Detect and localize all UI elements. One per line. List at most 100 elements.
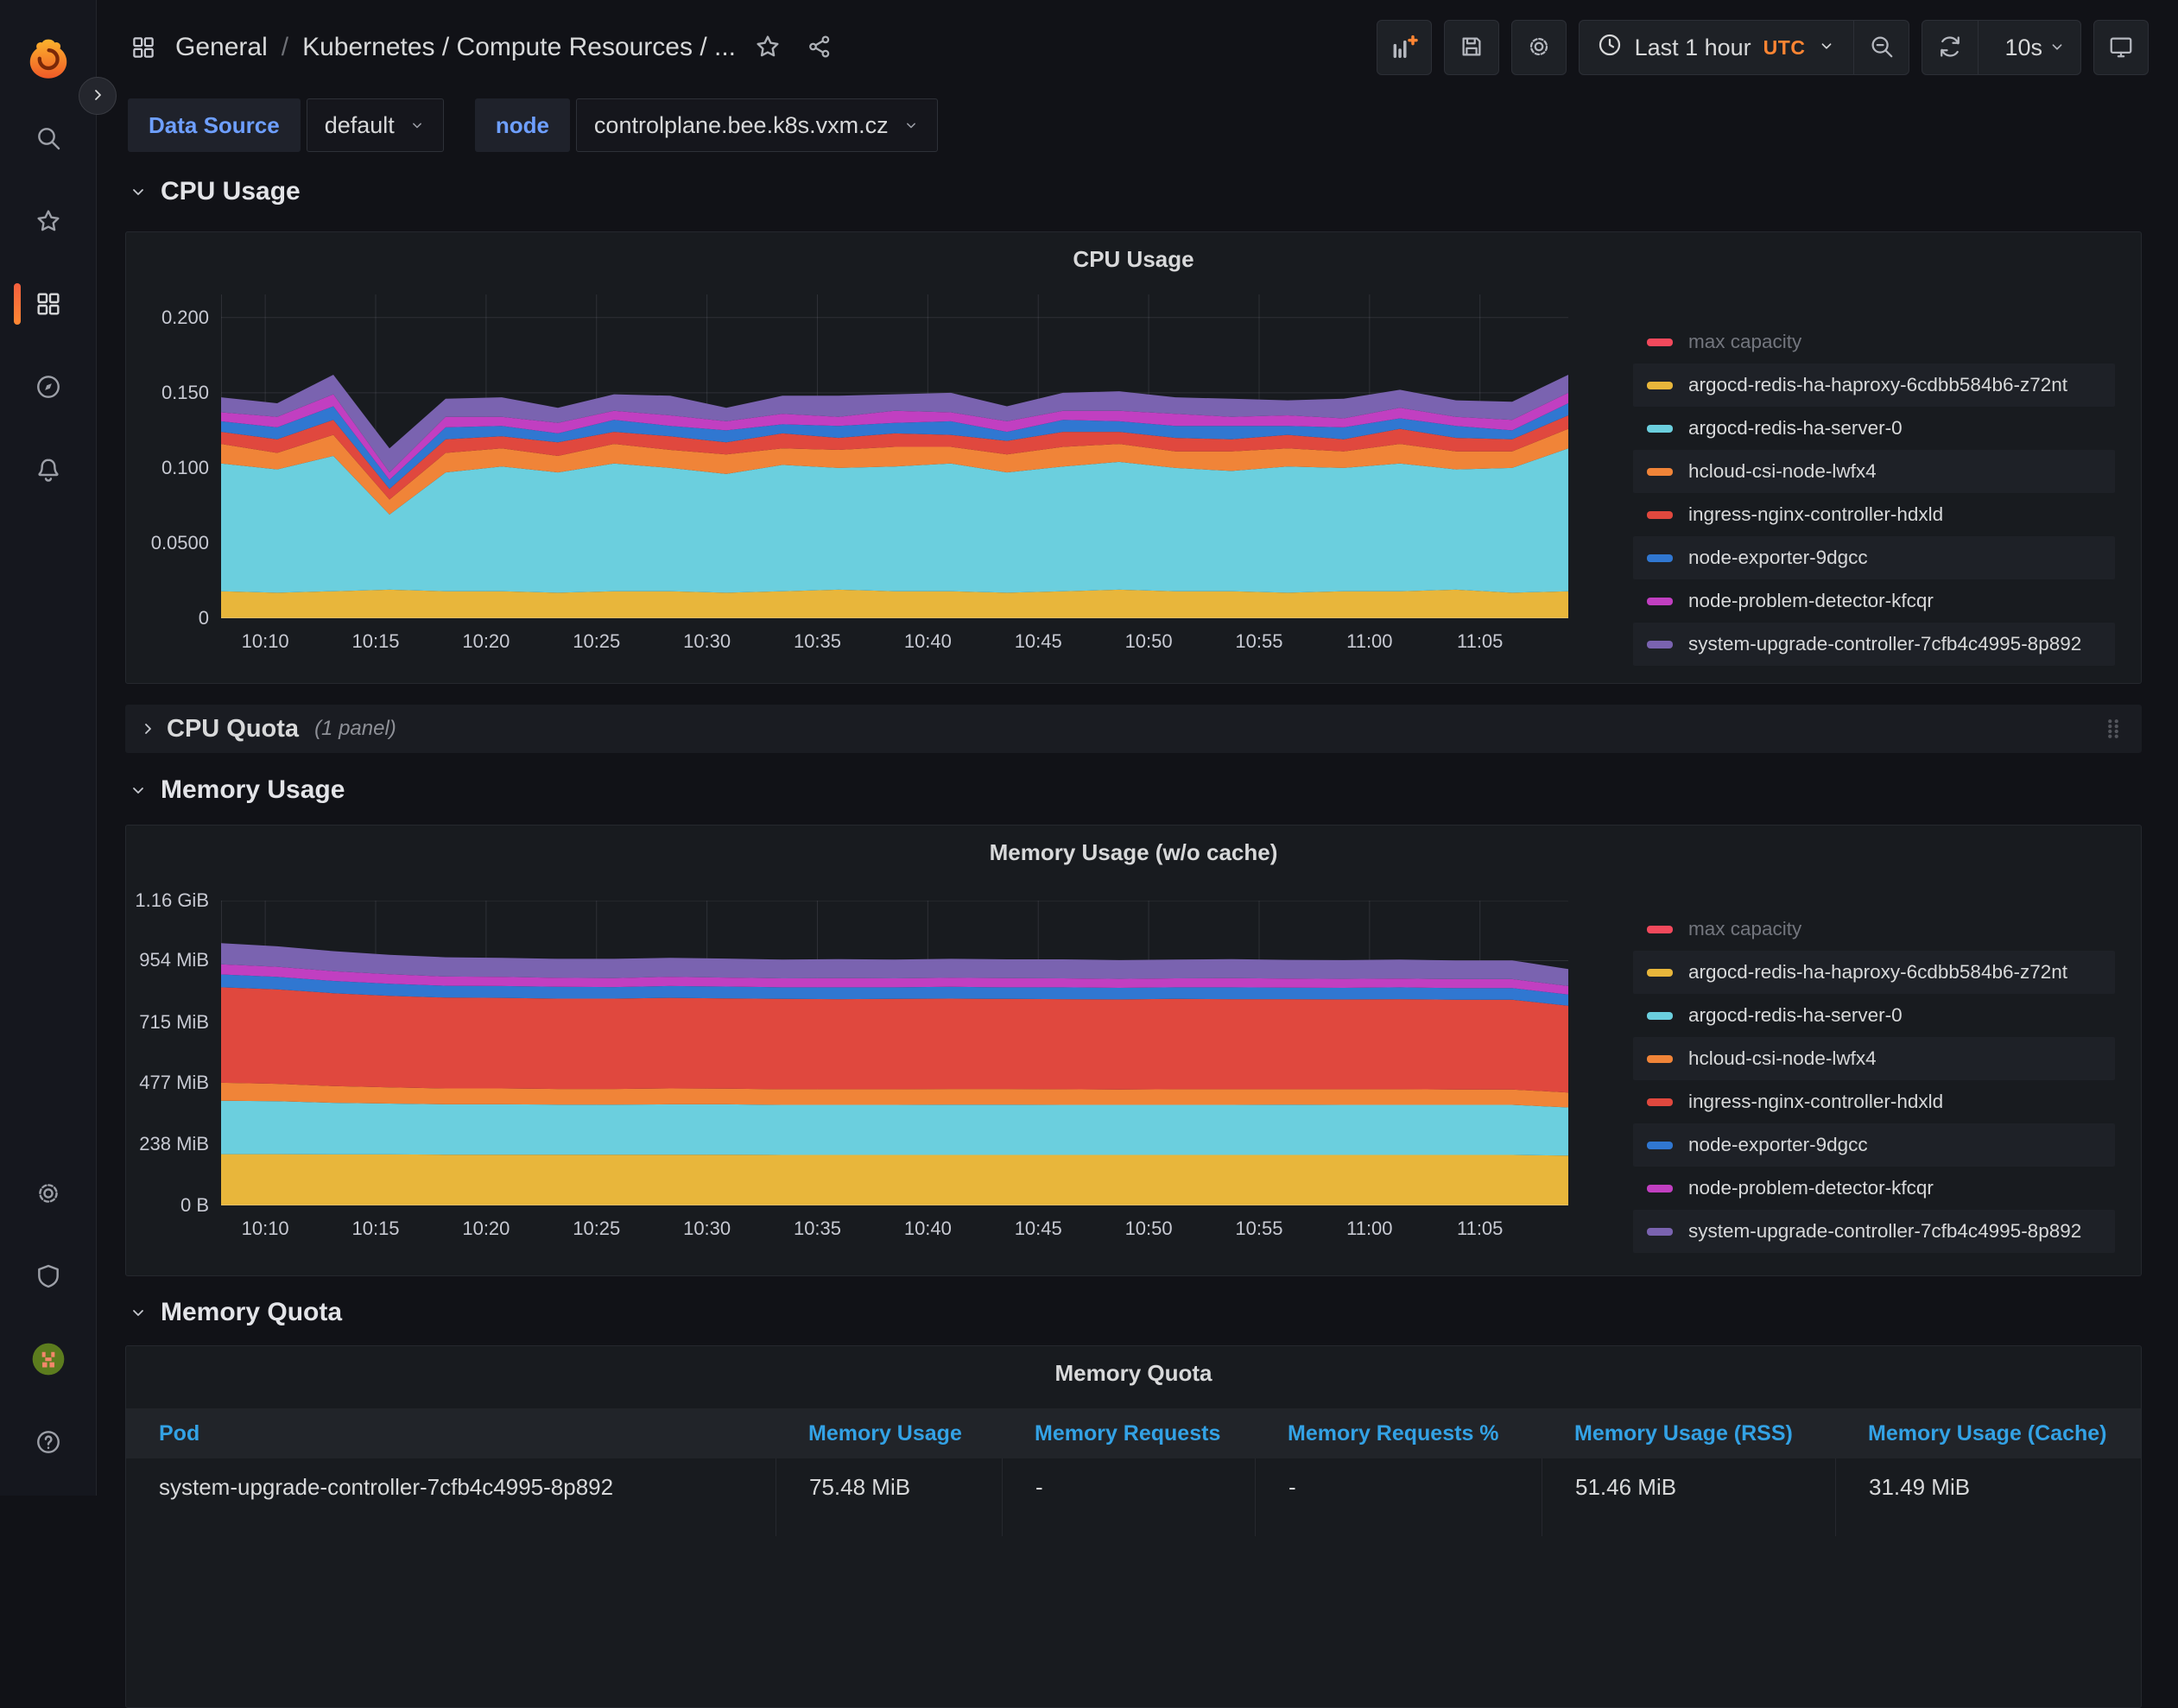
panel-title[interactable]: CPU Usage [1073,246,1194,272]
sidebar-item-explore[interactable] [24,363,73,411]
section-title: Memory Quota [161,1298,343,1326]
share-dashboard-button[interactable] [800,28,839,67]
variable-value-datasource-dropdown[interactable]: default [306,98,444,152]
table-column-header[interactable]: Memory Usage [808,1420,962,1445]
series-area [221,943,1568,986]
section-header-memory-quota[interactable]: Memory Quota [128,1294,342,1332]
x-axis-label: 11:00 [1346,1218,1393,1239]
table-column-header[interactable]: Memory Usage (RSS) [1574,1420,1793,1445]
sidebar-item-starred[interactable] [24,197,73,245]
star-dashboard-button[interactable] [748,28,788,67]
legend-item[interactable]: argocd-redis-ha-server-0 [1633,407,2115,450]
table-column-header[interactable]: Memory Requests [1035,1420,1221,1445]
legend-item[interactable]: max capacity [1633,320,2115,364]
series-area [221,448,1568,593]
breadcrumb-general-link[interactable]: General [175,33,268,61]
sidebar-item-configuration[interactable] [24,1169,73,1218]
legend-item[interactable]: max capacity [1633,908,2115,951]
sidebar-item-help[interactable] [24,1418,73,1466]
legend-item[interactable]: node-problem-detector-kfcqr [1633,579,2115,623]
table-cell: system-upgrade-controller-7cfb4c4995-8p8… [159,1474,614,1500]
table-column-header[interactable]: Pod [159,1420,200,1445]
variable-datasource: Data Source default [128,98,444,152]
table-cell: - [1255,1458,1542,1536]
star-icon [36,210,60,231]
refresh-interval-dropdown[interactable]: 10s [1978,21,2080,74]
legend-swatch-icon [1647,424,1673,433]
save-dashboard-button[interactable] [1443,20,1499,75]
icon [754,33,782,63]
icon [130,35,156,60]
legend-item[interactable]: ingress-nginx-controller-hdxld [1633,493,2115,536]
series-area [221,375,1568,473]
icon [902,117,920,134]
series-area [221,1154,1568,1205]
section-header-cpu-usage[interactable]: CPU Usage [128,173,301,211]
zoom-out-icon [1871,35,1893,57]
legend-swatch-icon [1647,554,1673,562]
table-column-header[interactable]: Memory Requests % [1288,1420,1499,1445]
save-icon [1462,37,1481,55]
drag-handle-icon[interactable] [2100,716,2130,742]
x-axis-label: 10:35 [793,1218,842,1239]
chevron-down-icon [128,780,149,800]
table-column-header[interactable]: Memory Usage (Cache) [1868,1420,2107,1445]
variable-value-node-dropdown[interactable]: controlplane.bee.k8s.vxm.cz [575,98,938,152]
sidebar-item-search[interactable] [24,114,73,162]
chart-plot-area[interactable] [221,294,1568,618]
kiosk-mode-button[interactable] [2093,20,2149,75]
y-axis-label: 715 MiB [139,1010,209,1033]
legend-item[interactable]: argocd-redis-ha-haproxy-6cdbb584b6-z72nt [1633,951,2115,994]
icon [1526,34,1552,62]
x-axis-label: 10:40 [903,630,952,652]
series-area [221,1100,1568,1156]
dashboard-settings-button[interactable] [1510,20,1567,75]
icon [2108,34,2134,62]
zoom-out-time-button[interactable] [1853,21,1909,74]
legend-item[interactable]: node-exporter-9dgcc [1633,536,2115,579]
x-axis-label: 11:00 [1346,630,1393,652]
legend-item[interactable]: argocd-redis-ha-haproxy-6cdbb584b6-z72nt [1633,364,2115,407]
legend-label: system-upgrade-controller-7cfb4c4995-8p8… [1688,1220,2082,1242]
time-range-picker[interactable]: Last 1 hour UTC [1580,21,1854,74]
legend-item[interactable]: system-upgrade-controller-7cfb4c4995-8p8… [1633,1210,2115,1253]
chart-plot-area[interactable] [221,901,1568,1205]
add-panel-button[interactable] [1376,20,1432,75]
legend-label: hcloud-csi-node-lwfx4 [1688,1047,1877,1069]
legend-item[interactable]: hcloud-csi-node-lwfx4 [1633,1037,2115,1080]
angle-down-icon [133,189,143,195]
angle-down-icon [906,123,915,129]
section-header-memory-usage[interactable]: Memory Usage [128,771,345,809]
legend-swatch-icon [1647,510,1673,519]
expand-sidebar-button[interactable] [79,77,117,115]
chevron-right-icon [137,718,158,739]
legend-item[interactable]: system-upgrade-controller-7cfb4c4995-8p8… [1633,623,2115,666]
table-cell: 75.48 MiB [776,1458,1002,1536]
time-controls-group: Last 1 hour UTC [1578,20,1910,75]
refresh-button[interactable] [1922,21,1978,74]
legend-item[interactable]: node-problem-detector-kfcqr [1633,1167,2115,1210]
x-axis-label: 10:15 [351,630,400,652]
angle-down-icon [1822,42,1832,49]
legend-item[interactable]: ingress-nginx-controller-hdxld [1633,1080,2115,1123]
legend-swatch-icon [1647,1054,1673,1063]
legend-item[interactable]: node-exporter-9dgcc [1633,1123,2115,1167]
icon [87,85,108,108]
sidebar-item-alerting[interactable] [24,446,73,494]
icon [2048,37,2067,59]
sidebar-item-dashboards[interactable] [13,280,73,328]
legend-item[interactable]: hcloud-csi-node-lwfx4 [1633,450,2115,493]
table-row: system-upgrade-controller-7cfb4c4995-8p8… [126,1458,2141,1536]
panel-title[interactable]: Memory Usage (w/o cache) [989,839,1278,865]
sidebar-item-profile[interactable] [24,1335,73,1383]
y-axis-label: 238 MiB [139,1133,209,1155]
y-axis-label: 954 MiB [139,949,209,971]
star-icon [757,35,779,56]
legend-label: argocd-redis-ha-server-0 [1688,1004,1903,1026]
section-header-cpu-quota[interactable]: CPU Quota (1 panel) [125,705,2142,753]
panel-title[interactable]: Memory Quota [1054,1360,1212,1386]
legend-item[interactable]: argocd-redis-ha-server-0 [1633,994,2115,1037]
sidebar-item-logo[interactable] [24,35,73,79]
sidebar-item-server-admin[interactable] [24,1252,73,1300]
series-area [221,589,1568,618]
